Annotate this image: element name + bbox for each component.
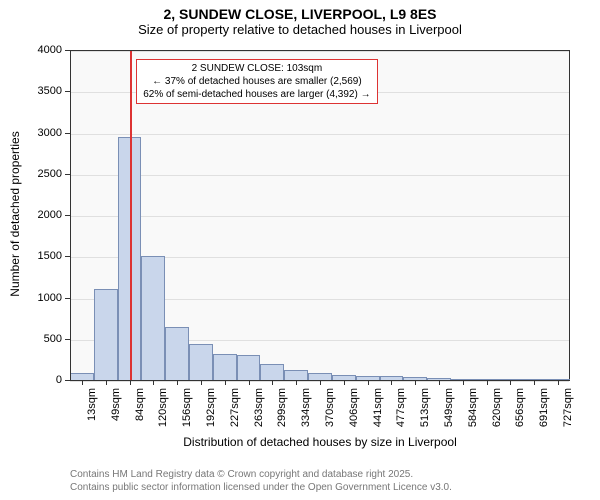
x-tick-label: 549sqm: [443, 388, 455, 440]
x-tick: [82, 380, 83, 385]
x-tick: [106, 380, 107, 385]
x-tick: [296, 380, 297, 385]
y-tick-label: 0: [0, 374, 62, 386]
footer-line-1: Contains HM Land Registry data © Crown c…: [70, 468, 452, 481]
x-tick: [272, 380, 273, 385]
x-tick-label: 656sqm: [514, 388, 526, 440]
gridline: [70, 51, 569, 52]
x-tick: [534, 380, 535, 385]
x-tick: [225, 380, 226, 385]
x-tick: [320, 380, 321, 385]
x-tick: [487, 380, 488, 385]
y-tick-label: 500: [0, 333, 62, 345]
x-axis-title: Distribution of detached houses by size …: [70, 435, 570, 449]
x-tick-label: 120sqm: [157, 388, 169, 440]
footer-line-2: Contains public sector information licen…: [70, 481, 452, 494]
y-tick-label: 3500: [0, 85, 62, 97]
annotation-line: 2 SUNDEW CLOSE: 103sqm: [143, 62, 370, 75]
x-tick: [463, 380, 464, 385]
x-tick-label: 334sqm: [300, 388, 312, 440]
x-tick: [415, 380, 416, 385]
x-tick-label: 263sqm: [253, 388, 265, 440]
x-tick: [344, 380, 345, 385]
x-tick-label: 227sqm: [229, 388, 241, 440]
plot-area: 2 SUNDEW CLOSE: 103sqm← 37% of detached …: [70, 50, 570, 380]
x-tick-label: 584sqm: [467, 388, 479, 440]
x-tick: [130, 380, 131, 385]
histogram-bar: [260, 364, 284, 380]
histogram-bar: [70, 373, 94, 380]
x-tick-label: 727sqm: [562, 388, 574, 440]
x-tick: [510, 380, 511, 385]
gridline: [70, 175, 569, 176]
histogram-chart: 2 SUNDEW CLOSE: 103sqm← 37% of detached …: [0, 0, 600, 500]
histogram-bar: [94, 289, 118, 380]
histogram-bar: [165, 327, 189, 380]
histogram-bar: [308, 373, 332, 380]
x-tick-label: 691sqm: [538, 388, 550, 440]
x-tick-label: 620sqm: [491, 388, 503, 440]
histogram-bar: [213, 354, 237, 380]
x-tick-label: 156sqm: [181, 388, 193, 440]
x-tick: [558, 380, 559, 385]
x-tick: [153, 380, 154, 385]
gridline: [70, 134, 569, 135]
annotation-line: ← 37% of detached houses are smaller (2,…: [143, 75, 370, 88]
x-tick-label: 513sqm: [419, 388, 431, 440]
y-axis-line: [70, 50, 71, 380]
gridline: [70, 216, 569, 217]
histogram-bar: [284, 370, 308, 380]
histogram-bar: [189, 344, 213, 380]
histogram-bar: [141, 256, 165, 380]
x-tick-label: 477sqm: [395, 388, 407, 440]
x-tick: [368, 380, 369, 385]
x-tick-label: 370sqm: [324, 388, 336, 440]
x-tick-label: 192sqm: [205, 388, 217, 440]
x-tick-label: 84sqm: [134, 388, 146, 440]
x-tick: [201, 380, 202, 385]
annotation-box: 2 SUNDEW CLOSE: 103sqm← 37% of detached …: [136, 59, 377, 104]
y-tick-label: 4000: [0, 44, 62, 56]
x-tick-label: 299sqm: [276, 388, 288, 440]
footer-attribution: Contains HM Land Registry data © Crown c…: [70, 468, 452, 494]
property-marker-line: [130, 51, 132, 380]
x-tick-label: 406sqm: [348, 388, 360, 440]
x-tick: [249, 380, 250, 385]
x-tick: [177, 380, 178, 385]
y-axis-title: Number of detached properties: [8, 104, 22, 324]
annotation-line: 62% of semi-detached houses are larger (…: [143, 88, 370, 101]
x-tick-label: 441sqm: [372, 388, 384, 440]
x-tick-label: 13sqm: [86, 388, 98, 440]
x-tick: [391, 380, 392, 385]
x-tick: [439, 380, 440, 385]
histogram-bar: [237, 355, 261, 380]
x-tick-label: 49sqm: [110, 388, 122, 440]
